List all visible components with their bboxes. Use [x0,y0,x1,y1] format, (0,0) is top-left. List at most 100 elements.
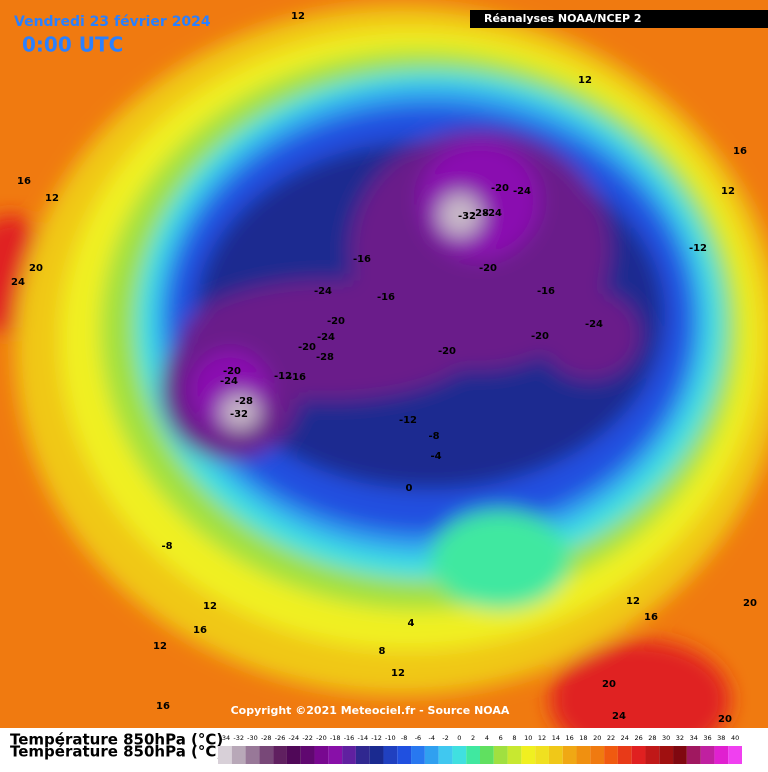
legend-swatch [273,746,287,764]
legend-swatch [259,746,274,764]
legend-label: -4 [428,734,434,742]
color-legend: -34 -32 -30 -28 -26 -24 -22 -20 -18 -16 -14 -12 -10-… [218,734,742,764]
contour-label: 20 [743,598,757,609]
legend-label: 20 [593,734,601,742]
contour-label: -12 [399,415,417,426]
contour-label: 12 [391,668,405,679]
legend-label: -2 [442,734,448,742]
contour-label: -28 [471,208,489,219]
legend-swatch [617,746,632,764]
contour-label: 12 [203,601,217,612]
contour-label: -24 [484,208,502,219]
legend-swatch [480,746,494,764]
legend-swatch [673,746,687,764]
contour-label: 8 [379,646,386,657]
contour-label: -24 [317,332,335,343]
legend-label: -28 [261,734,272,742]
legend-swatch [383,746,398,764]
contour-label: -24 [513,186,531,197]
field-label: Température 850hPa (°C) [10,731,223,749]
contour-label: -20 [298,342,316,353]
legend-swatch [659,746,674,764]
contour-label: -20 [327,316,345,327]
legend-label: 2 [471,734,475,742]
legend-swatch [645,746,660,764]
time: 0:00 UTC [22,33,123,57]
contour-label: -8 [161,541,172,552]
contour-label: -16 [537,286,555,297]
legend-swatch [631,746,646,764]
contour-label: -24 [585,319,603,330]
legend-label: -12 [371,734,382,742]
contour-label: -8 [428,431,439,442]
contour-label: 4 [408,618,415,629]
contour-label: 16 [17,176,31,187]
legend-label: 16 [565,734,573,742]
contour-label: -28 [316,352,334,363]
legend-swatch [369,746,384,764]
legend-swatch [466,746,480,764]
legend-swatch [411,746,425,764]
temperature-field [0,5,768,760]
contour-label: 24 [11,277,25,288]
legend-label: 6 [499,734,503,742]
legend-label: 14 [552,734,560,742]
source: Réanalyses NOAA/NCEP 2 [484,12,642,25]
contour-label: -24 [314,286,332,297]
contour-label: -16 [288,372,306,383]
legend-label: -32 [233,734,244,742]
legend-label: -6 [415,734,421,742]
legend-label: -22 [302,734,313,742]
contour-label: -20 [491,183,509,194]
legend-label: 10 [524,734,532,742]
legend-label: 18 [579,734,587,742]
field-label-shadow: Température 850hPa (°C) [10,743,223,761]
legend-label: 24 [621,734,629,742]
contour-label: 20 [718,714,732,725]
legend-label: 30 [662,734,670,742]
legend-label: 34 [690,734,698,742]
legend-label: 0 [457,734,461,742]
legend-label: 12 [538,734,546,742]
contour-label: 24 [612,711,626,722]
copyright: Copyright ©2021 Meteociel.fr - Source NO… [231,704,510,717]
contour-label: -12 [274,371,292,382]
legend-label: -26 [275,734,286,742]
contour-label: 12 [721,186,735,197]
date: Vendredi 23 février 2024 [14,14,211,30]
contour-label: 20 [602,679,616,690]
legend-label: -8 [401,734,407,742]
contour-label: -20 [479,263,497,274]
legend-swatch [300,746,315,764]
contour-label: -12 [689,243,707,254]
contour-label: 12 [153,641,167,652]
contour-label: -16 [353,254,371,265]
legend-swatch [590,746,605,764]
legend-label: 8 [512,734,516,742]
legend-swatch [728,746,742,764]
contour-label: 16 [644,612,658,623]
legend-swatch [245,746,260,764]
legend-swatch [218,746,232,764]
contour-label: 16 [733,146,747,157]
legend-swatch [521,746,536,764]
legend-swatch [286,746,301,764]
legend-label: -24 [289,734,300,742]
contour-label: 16 [193,625,207,636]
legend-swatch [328,746,343,764]
legend-label: 28 [648,734,656,742]
legend-label: 38 [717,734,725,742]
contour-label: 16 [156,701,170,712]
legend-label: -16 [344,734,355,742]
legend-swatch [714,746,729,764]
legend-swatch [424,746,439,764]
legend-swatch [355,746,370,764]
legend-label: -10 [385,734,396,742]
legend-swatch [604,746,618,764]
contour-label: -32 [230,409,248,420]
legend-swatch [342,746,356,764]
legend-label: -30 [247,734,258,742]
legend-swatch [314,746,329,764]
legend-label: 36 [703,734,711,742]
